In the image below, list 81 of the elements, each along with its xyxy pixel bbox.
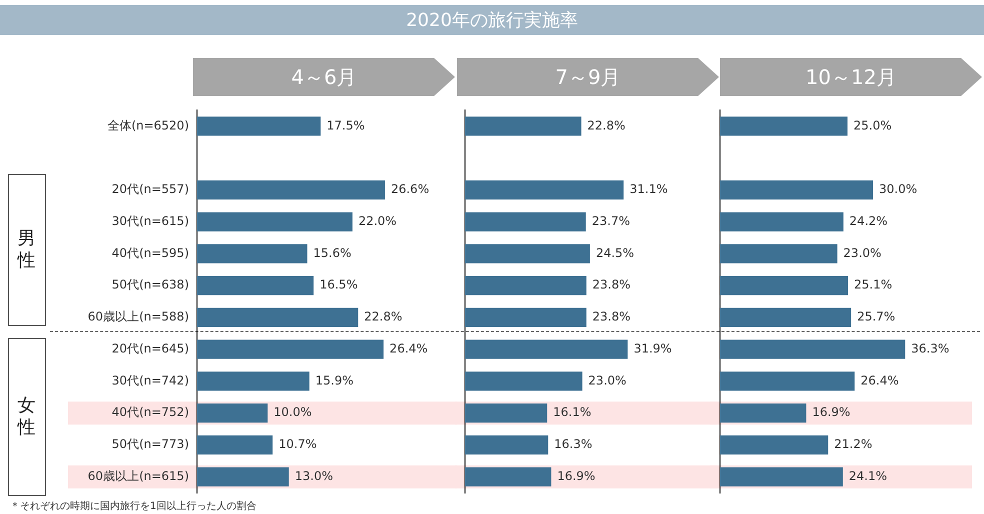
y-tick-label: 60歳以上(n=615) — [88, 468, 189, 483]
chart-title: 7～9月 — [457, 58, 719, 96]
bar — [720, 244, 838, 264]
y-tick-label: 40代(n=595) — [112, 246, 189, 260]
y-tick-label: 30代(n=615) — [112, 214, 189, 228]
data-label: 17.5% — [326, 118, 365, 132]
data-label: 22.8% — [364, 310, 402, 324]
data-label: 16.3% — [554, 437, 592, 452]
bar — [197, 276, 314, 296]
bar — [465, 372, 582, 391]
y-tick-label: 20代(n=645) — [112, 341, 189, 356]
data-label: 10.7% — [278, 437, 317, 452]
data-label: 22.8% — [587, 118, 626, 132]
data-label: 25.0% — [854, 118, 892, 132]
data-label: 16.5% — [320, 278, 358, 292]
bar — [197, 435, 273, 455]
data-label: 30.0% — [879, 182, 918, 196]
bar — [465, 276, 586, 296]
bar — [197, 372, 310, 391]
text: 男性 — [17, 228, 36, 272]
bar — [720, 212, 844, 232]
bar — [720, 276, 848, 296]
y-tick-label: 50代(n=773) — [112, 437, 189, 452]
data-label: 26.4% — [390, 341, 428, 356]
bar — [465, 244, 590, 264]
data-label: 26.4% — [860, 373, 899, 388]
text: 2020年の旅行実施率 — [0, 5, 984, 35]
y-tick-label: 60歳以上(n=588) — [88, 310, 189, 324]
data-label: 23.8% — [592, 310, 631, 324]
bar — [465, 435, 548, 455]
bar — [720, 372, 855, 391]
data-label: 25.7% — [857, 310, 896, 324]
bar — [720, 116, 848, 136]
data-label: 23.0% — [843, 246, 882, 260]
data-label: 23.8% — [592, 278, 631, 292]
y-tick-label: 50代(n=638) — [112, 278, 189, 292]
bar — [720, 340, 906, 359]
text: ＊それぞれの時期に国内旅行を1回以上行った人の割合 — [10, 500, 256, 513]
y-tick-label: 全体(n=6520) — [107, 118, 189, 132]
data-label: 10.0% — [274, 405, 312, 420]
bar — [197, 404, 268, 423]
data-label: 16.1% — [553, 405, 592, 420]
chart-title: 10～12月 — [720, 58, 982, 96]
data-label: 22.0% — [358, 214, 397, 228]
data-label: 23.7% — [592, 214, 630, 228]
text: 女性 — [17, 395, 36, 439]
y-tick-label: 20代(n=557) — [112, 182, 189, 196]
bar — [197, 340, 384, 359]
data-label: 15.9% — [315, 373, 354, 388]
bar — [197, 212, 352, 232]
data-label: 24.2% — [849, 214, 888, 228]
data-label: 23.0% — [588, 373, 626, 388]
bar — [720, 308, 852, 328]
bar — [465, 404, 548, 423]
data-label: 15.6% — [313, 246, 352, 260]
bar — [197, 180, 385, 200]
bar — [197, 308, 358, 328]
data-label: 31.9% — [634, 341, 672, 356]
bar — [197, 116, 321, 136]
data-label: 25.1% — [854, 278, 892, 292]
data-label: 13.0% — [294, 468, 333, 483]
data-label: 24.5% — [596, 246, 634, 260]
data-label: 31.1% — [630, 182, 668, 196]
data-label: 16.9% — [812, 405, 850, 420]
data-label: 21.2% — [834, 437, 872, 452]
bar — [197, 467, 289, 486]
bar — [465, 340, 628, 359]
y-tick-label: 30代(n=742) — [112, 373, 189, 388]
bar — [720, 435, 828, 455]
data-label: 26.6% — [390, 182, 430, 196]
chart-title: 4～6月 — [193, 58, 455, 96]
bar — [465, 116, 582, 136]
bar — [465, 212, 586, 232]
bar — [720, 180, 873, 200]
data-label: 16.9% — [557, 468, 596, 483]
data-label: 24.1% — [848, 468, 888, 483]
bar — [465, 180, 624, 200]
bar — [465, 308, 586, 328]
y-tick-label: 40代(n=752) — [112, 405, 189, 420]
bar — [197, 244, 308, 264]
data-label: 36.3% — [911, 341, 950, 356]
